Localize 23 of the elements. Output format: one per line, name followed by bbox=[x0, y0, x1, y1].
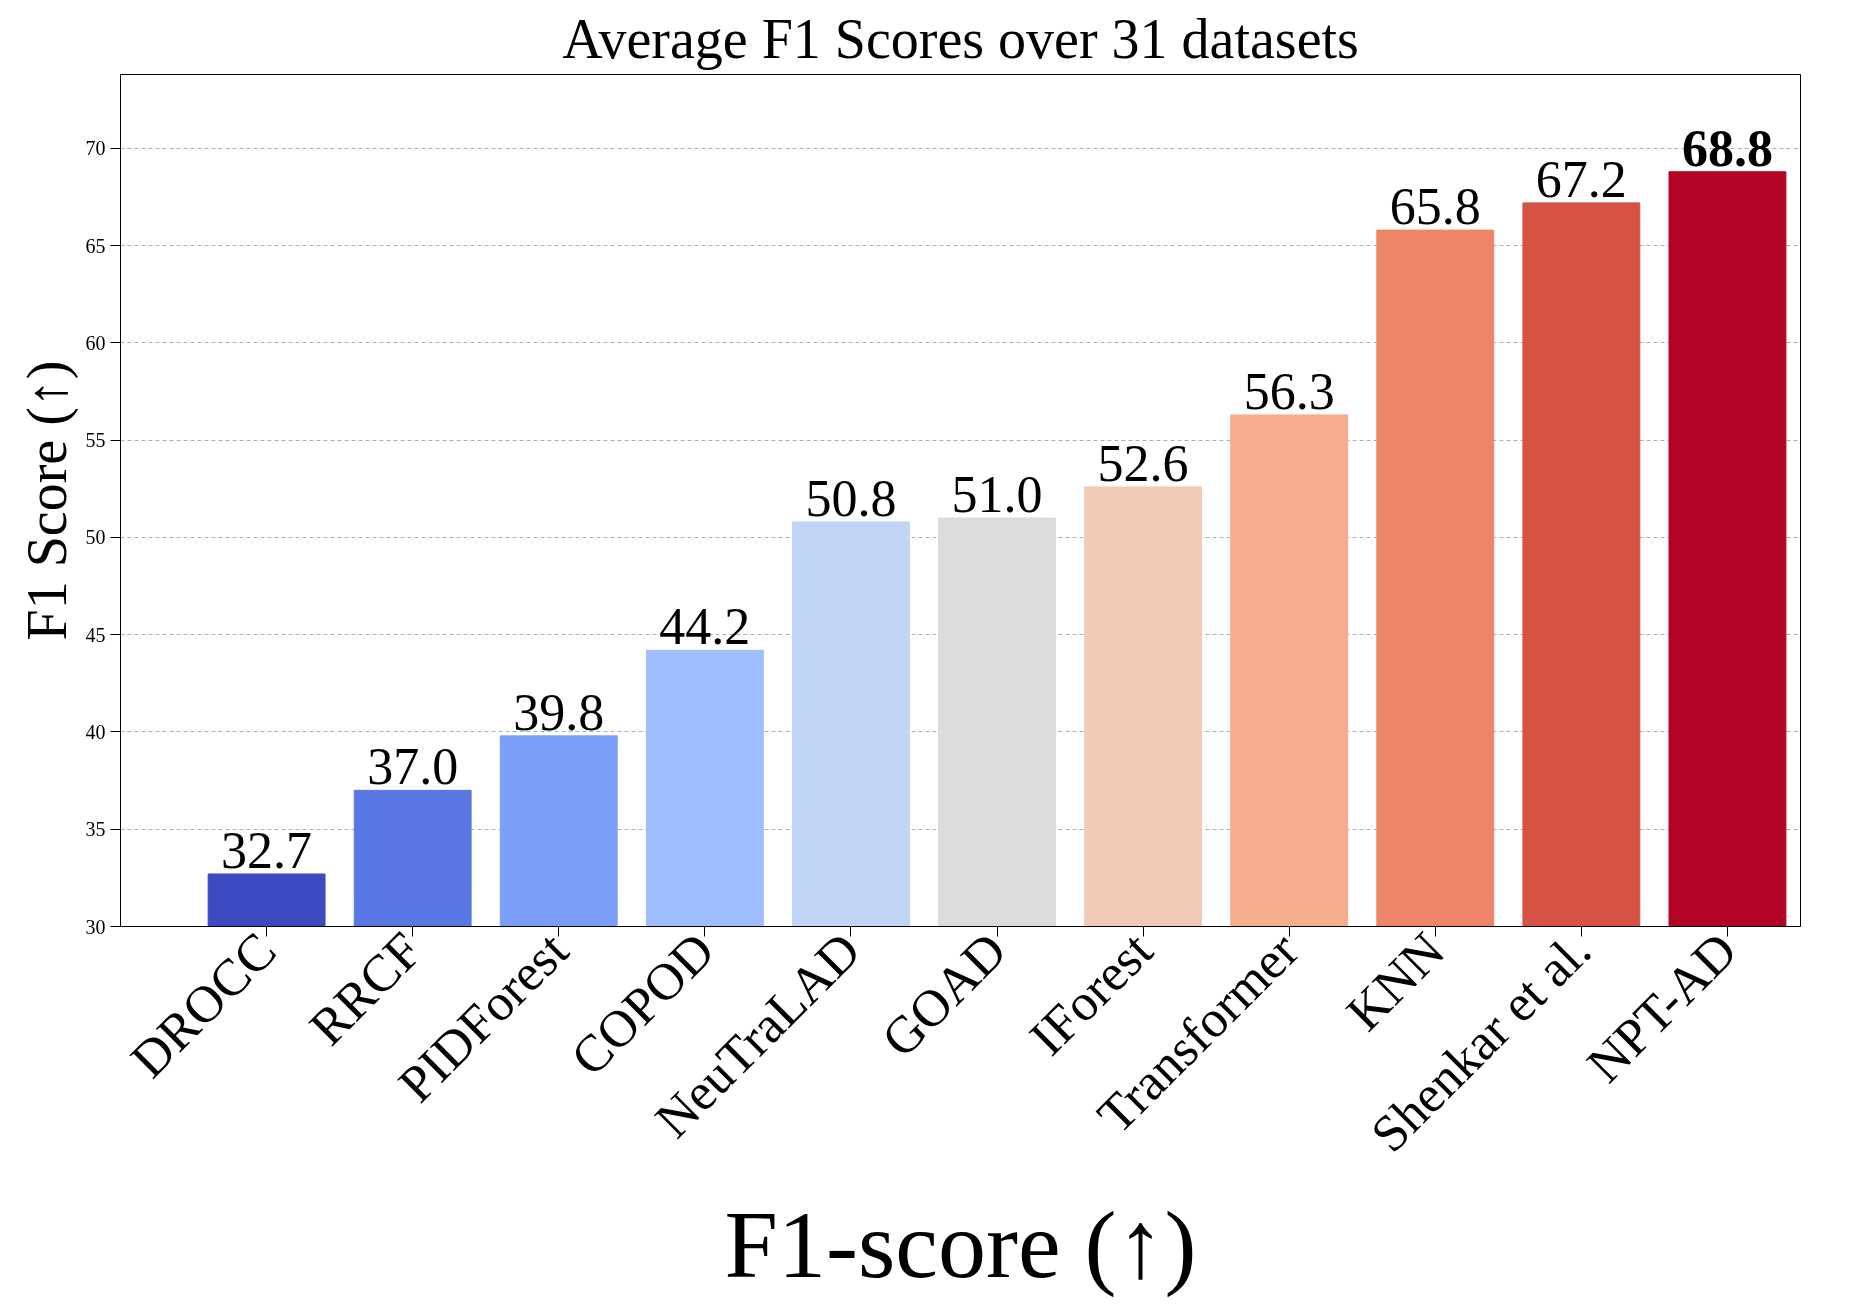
y-tick-label: 40 bbox=[85, 720, 106, 743]
data-label: 44.2 bbox=[659, 598, 751, 656]
y-axis-title: F1 Score (↑) bbox=[15, 360, 79, 641]
y-tick-label: 30 bbox=[85, 915, 106, 938]
data-label: 65.8 bbox=[1389, 178, 1481, 236]
y-tick-label: 50 bbox=[85, 526, 106, 549]
y-tick-label: 60 bbox=[85, 331, 106, 354]
data-label: 39.8 bbox=[513, 683, 605, 741]
x-axis-title: F1-score (↑) bbox=[724, 1190, 1197, 1298]
data-label: 32.7 bbox=[221, 821, 313, 879]
data-label: 68.8 bbox=[1681, 119, 1773, 177]
data-label: 56.3 bbox=[1243, 362, 1335, 420]
y-tick-label: 70 bbox=[85, 137, 106, 160]
data-label: 67.2 bbox=[1535, 150, 1627, 208]
data-label: 37.0 bbox=[367, 738, 459, 796]
data-label: 51.0 bbox=[951, 466, 1043, 524]
chart-title: Average F1 Scores over 31 datasets bbox=[562, 7, 1359, 70]
data-label: 52.6 bbox=[1097, 434, 1189, 492]
y-tick-label: 65 bbox=[85, 234, 106, 257]
y-tick-label: 45 bbox=[85, 623, 106, 646]
y-tick-label: 35 bbox=[85, 818, 106, 841]
y-tick-label: 55 bbox=[85, 429, 106, 452]
data-label: 50.8 bbox=[805, 469, 897, 527]
